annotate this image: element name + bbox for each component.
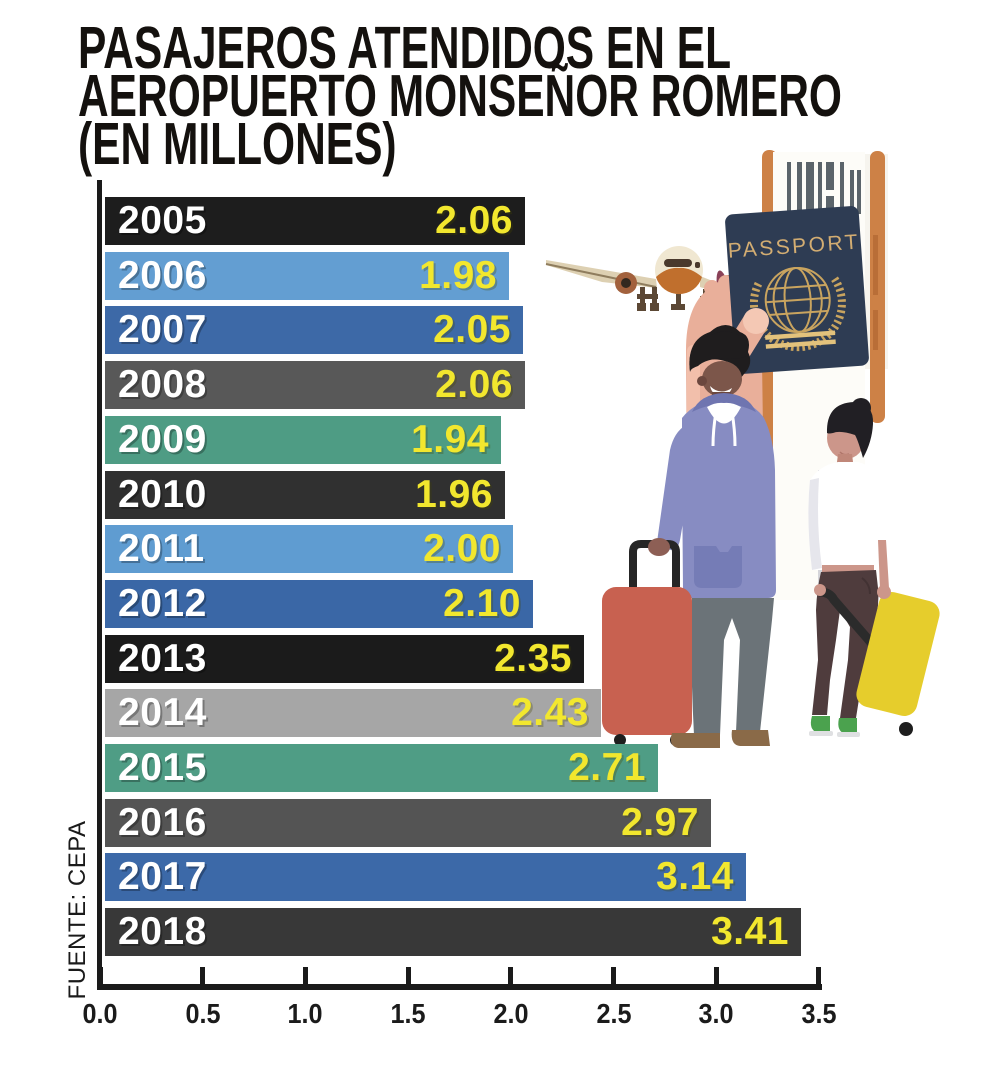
- bar-value-label: 2.05: [433, 308, 511, 351]
- bar-row: 2006 1.98: [105, 252, 509, 300]
- x-tick-label: 1.5: [390, 998, 426, 1029]
- x-tick: [98, 967, 103, 984]
- bar-row: 2015 2.71: [105, 744, 658, 792]
- bar-year-label: 2012: [118, 582, 207, 625]
- bar-value-label: 3.14: [656, 855, 734, 898]
- bar-year-label: 2017: [118, 855, 207, 898]
- x-tick: [611, 967, 616, 984]
- bar-value-label: 2.35: [494, 637, 572, 680]
- title-line-2: AEROPUERTO MONSEÑOR ROMERO: [78, 63, 842, 129]
- bar-row: 2010 1.96: [105, 471, 505, 519]
- bar-value-label: 1.96: [415, 473, 493, 516]
- bar-value-label: 3.41: [711, 910, 789, 953]
- bar-row: 2007 2.05: [105, 306, 523, 354]
- x-tick-label: 0.5: [185, 998, 221, 1029]
- x-tick-label: 2.5: [596, 998, 632, 1029]
- bar-value-label: 2.06: [435, 199, 513, 242]
- bar-row: 2009 1.94: [105, 416, 501, 464]
- x-tick: [406, 967, 411, 984]
- bar-value-label: 2.43: [511, 691, 589, 734]
- bar-year-label: 2008: [118, 363, 207, 406]
- x-tick-label: 3.0: [698, 998, 734, 1029]
- bar-year-label: 2013: [118, 637, 207, 680]
- traveler-man: [602, 325, 776, 748]
- bar-row: 2008 2.06: [105, 361, 525, 409]
- bar-row: 2005 2.06: [105, 197, 525, 245]
- bar-value-label: 2.10: [443, 582, 521, 625]
- x-tick: [303, 967, 308, 984]
- bar-row: 2016 2.97: [105, 799, 711, 847]
- bar-year-label: 2005: [118, 199, 207, 242]
- travel-illustration: PASSPORT: [540, 140, 997, 780]
- x-tick-label: 2.0: [493, 998, 529, 1029]
- bar-year-label: 2016: [118, 801, 207, 844]
- x-tick-label: 3.5: [801, 998, 837, 1029]
- bar-row: 2012 2.10: [105, 580, 533, 628]
- bar-year-label: 2015: [118, 746, 207, 789]
- bar-value-label: 2.06: [435, 363, 513, 406]
- y-axis-line: [97, 180, 102, 990]
- bar-year-label: 2014: [118, 691, 207, 734]
- title-line-1: PASAJEROS ATENDIDOS EN EL: [78, 15, 732, 81]
- x-tick-label: 1.0: [287, 998, 323, 1029]
- bar-year-label: 2018: [118, 910, 207, 953]
- barcode-icon: [787, 162, 861, 214]
- bar-year-label: 2006: [118, 254, 207, 297]
- bar-row: 2013 2.35: [105, 635, 584, 683]
- title-line-3: (EN MILLONES): [78, 111, 397, 177]
- x-tick: [200, 967, 205, 984]
- yellow-suitcase: [856, 592, 940, 736]
- x-tick: [816, 967, 821, 984]
- red-suitcase: [602, 540, 692, 746]
- bar-value-label: 2.71: [568, 746, 646, 789]
- page-title: PASAJEROS ATENDIDOS EN EL AEROPUERTO MON…: [78, 15, 842, 177]
- bar-year-label: 2011: [118, 527, 205, 570]
- x-axis-line: [97, 984, 822, 990]
- bar-value-label: 1.98: [419, 254, 497, 297]
- bar-year-label: 2007: [118, 308, 207, 351]
- traveler-woman: [808, 398, 940, 737]
- bar-value-label: 1.94: [411, 418, 489, 461]
- bar-row: 2017 3.14: [105, 853, 746, 901]
- bar-year-label: 2009: [118, 418, 207, 461]
- bar-value-label: 2.00: [423, 527, 501, 570]
- bar-row: 2011 2.00: [105, 525, 513, 573]
- x-tick: [508, 967, 513, 984]
- globe-icon: [764, 266, 831, 333]
- x-tick-label: 0.0: [82, 998, 118, 1029]
- x-tick: [714, 967, 719, 984]
- bar-value-label: 2.97: [621, 801, 699, 844]
- bar-year-label: 2010: [118, 473, 207, 516]
- bar-row: 2014 2.43: [105, 689, 601, 737]
- source-label: FUENTE: CEPA: [64, 820, 91, 1000]
- bar-row: 2018 3.41: [105, 908, 801, 956]
